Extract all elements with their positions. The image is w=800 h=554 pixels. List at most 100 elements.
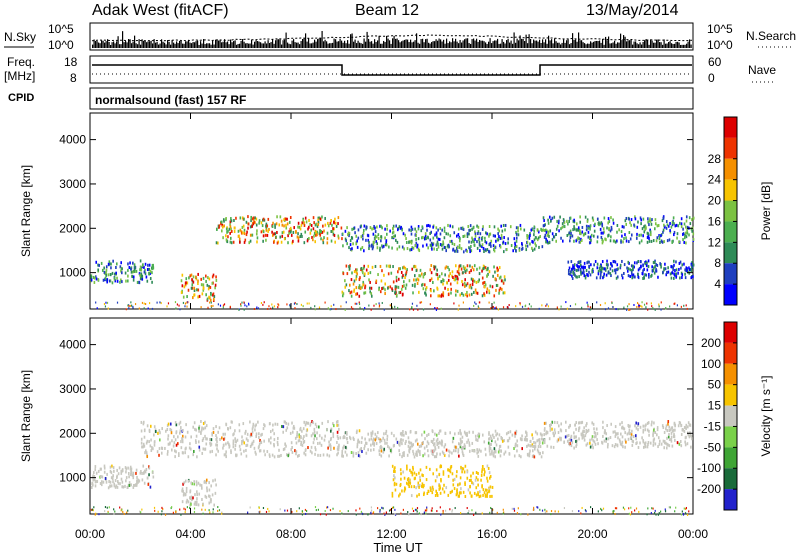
nsky-bar (585, 44, 587, 48)
scatter-cell (158, 453, 160, 457)
noise-cell (528, 303, 531, 306)
nsky-bar (480, 40, 482, 48)
nsky-bar (509, 42, 511, 48)
scatter-cell (500, 449, 502, 453)
scatter-cell (417, 237, 420, 241)
scatter-cell (628, 428, 631, 432)
scatter-cell (318, 425, 320, 429)
scatter-cell (518, 248, 521, 252)
scatter-cell (410, 248, 413, 252)
noise-cell (623, 306, 625, 309)
y-tick-label: 4000 (59, 338, 86, 352)
scatter-cell (394, 466, 396, 470)
scatter-cell (185, 490, 188, 494)
scatter-cell (381, 269, 383, 273)
noise-cell (612, 510, 614, 513)
scatter-cell (211, 449, 214, 453)
noise-cell (370, 308, 372, 311)
scatter-cell (315, 230, 317, 234)
scatter-cell (391, 231, 394, 235)
scatter-cell (482, 488, 485, 492)
scatter-cell (559, 215, 561, 219)
scatter-cell (384, 441, 386, 445)
scatter-cell (410, 494, 413, 498)
scatter-cell (328, 440, 330, 444)
scatter-cell (652, 434, 654, 438)
scatter-cell (686, 231, 689, 235)
nsky-bar (236, 44, 238, 48)
noise-cell (271, 303, 273, 306)
scatter-cell (243, 441, 246, 445)
nsky-bar (231, 42, 233, 48)
scatter-cell (555, 239, 557, 243)
scatter-cell (454, 274, 457, 278)
scatter-cell (283, 218, 285, 222)
scatter-cell (642, 264, 644, 268)
scatter-cell (180, 440, 182, 444)
scatter-cell (171, 439, 173, 443)
scatter-cell (190, 273, 193, 277)
scatter-cell (642, 445, 645, 449)
scatter-cell (266, 224, 269, 228)
scatter-cell (448, 454, 450, 458)
scatter-cell (545, 237, 547, 241)
scatter-cell (362, 228, 365, 232)
scatter-cell (215, 483, 217, 487)
scatter-cell (507, 445, 510, 449)
scatter-cell (543, 427, 546, 431)
scatter-cell (490, 437, 493, 441)
scatter-cell (621, 234, 623, 238)
scatter-cell (408, 485, 410, 489)
scatter-cell (545, 421, 547, 425)
scatter-cell (179, 429, 182, 433)
scatter-cell (247, 222, 250, 226)
scatter-cell (189, 442, 191, 446)
scatter-cell (456, 270, 459, 274)
scatter-cell (680, 424, 682, 428)
scatter-cell (483, 285, 486, 289)
scatter-cell (625, 216, 628, 220)
scatter-cell (229, 220, 232, 224)
scatter-cell (623, 237, 625, 241)
scatter-cell (690, 276, 693, 280)
scatter-cell (497, 227, 499, 231)
scatter-cell (666, 271, 668, 275)
scatter-cell (402, 430, 404, 434)
scatter-cell (673, 273, 676, 277)
scatter-cell (140, 268, 143, 272)
scatter-cell (617, 267, 619, 271)
scatter-cell (383, 273, 385, 277)
scatter-cell (578, 426, 581, 430)
scatter-cell (643, 442, 646, 446)
scatter-cell (200, 431, 202, 435)
nsky-bar (557, 42, 559, 48)
scatter-cell (142, 263, 144, 267)
scatter-cell (127, 466, 129, 470)
scatter-cell (546, 233, 549, 237)
scatter-cell (372, 439, 374, 443)
scatter-cell (359, 448, 361, 452)
noise-cell (675, 506, 677, 509)
noise-cell (175, 510, 177, 513)
scatter-cell (389, 449, 392, 453)
nsky-bar (669, 41, 671, 48)
date-title: 13/May/2014 (586, 2, 679, 19)
scatter-cell (355, 431, 358, 435)
scatter-cell (411, 267, 414, 271)
scatter-cell (602, 227, 605, 231)
scatter-cell (543, 421, 546, 425)
nsky-bar (351, 33, 353, 48)
scatter-cell (580, 232, 582, 236)
scatter-cell (649, 217, 651, 221)
scatter-cell (404, 430, 407, 434)
scatter-cell (630, 269, 633, 273)
scatter-cell (103, 470, 106, 474)
scatter-cell (429, 467, 431, 471)
noise-cell (333, 303, 335, 306)
scatter-cell (607, 234, 609, 238)
scatter-cell (610, 235, 612, 239)
scatter-cell (110, 262, 112, 266)
scatter-cell (101, 475, 104, 479)
scatter-cell (585, 269, 588, 273)
scatter-cell (430, 271, 433, 275)
